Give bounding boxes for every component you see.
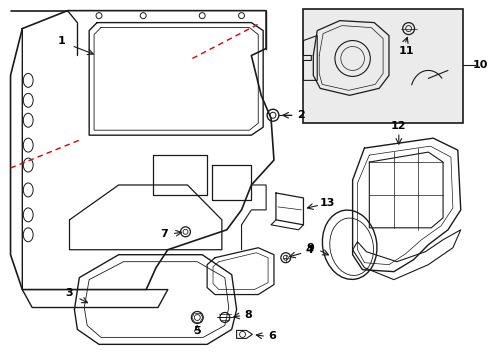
Text: 10: 10	[472, 60, 487, 71]
Text: 3: 3	[65, 288, 73, 298]
FancyBboxPatch shape	[303, 9, 462, 123]
Text: 9: 9	[306, 243, 314, 253]
Text: 8: 8	[244, 310, 252, 320]
Text: 4: 4	[305, 245, 313, 255]
Text: 11: 11	[398, 45, 414, 55]
Text: 13: 13	[319, 198, 334, 208]
Text: 1: 1	[58, 36, 65, 46]
Text: 2: 2	[296, 110, 304, 120]
Text: 5: 5	[193, 327, 201, 336]
Text: 12: 12	[390, 121, 406, 131]
Text: 7: 7	[160, 229, 167, 239]
Text: 6: 6	[267, 332, 275, 341]
